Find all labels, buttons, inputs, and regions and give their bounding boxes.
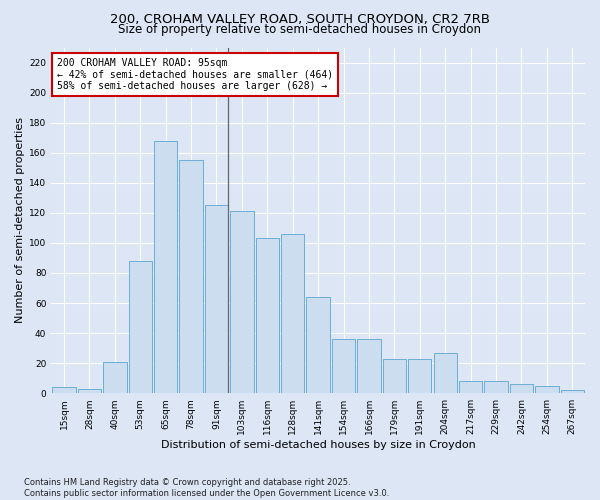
Bar bbox=[154, 140, 178, 393]
Bar bbox=[332, 339, 355, 393]
Bar bbox=[281, 234, 304, 393]
Bar bbox=[357, 339, 380, 393]
Text: 200, CROHAM VALLEY ROAD, SOUTH CROYDON, CR2 7RB: 200, CROHAM VALLEY ROAD, SOUTH CROYDON, … bbox=[110, 12, 490, 26]
X-axis label: Distribution of semi-detached houses by size in Croydon: Distribution of semi-detached houses by … bbox=[161, 440, 476, 450]
Bar bbox=[52, 387, 76, 393]
Bar bbox=[230, 212, 254, 393]
Bar bbox=[459, 381, 482, 393]
Bar bbox=[434, 352, 457, 393]
Y-axis label: Number of semi-detached properties: Number of semi-detached properties bbox=[15, 118, 25, 324]
Bar bbox=[408, 358, 431, 393]
Bar bbox=[78, 388, 101, 393]
Bar bbox=[307, 297, 330, 393]
Bar bbox=[256, 238, 279, 393]
Bar bbox=[484, 381, 508, 393]
Bar bbox=[128, 261, 152, 393]
Bar bbox=[510, 384, 533, 393]
Text: Contains HM Land Registry data © Crown copyright and database right 2025.
Contai: Contains HM Land Registry data © Crown c… bbox=[24, 478, 389, 498]
Text: 200 CROHAM VALLEY ROAD: 95sqm
← 42% of semi-detached houses are smaller (464)
58: 200 CROHAM VALLEY ROAD: 95sqm ← 42% of s… bbox=[56, 58, 333, 91]
Bar bbox=[205, 206, 228, 393]
Bar bbox=[103, 362, 127, 393]
Bar bbox=[383, 358, 406, 393]
Bar bbox=[560, 390, 584, 393]
Bar bbox=[179, 160, 203, 393]
Text: Size of property relative to semi-detached houses in Croydon: Size of property relative to semi-detach… bbox=[119, 22, 482, 36]
Bar bbox=[535, 386, 559, 393]
